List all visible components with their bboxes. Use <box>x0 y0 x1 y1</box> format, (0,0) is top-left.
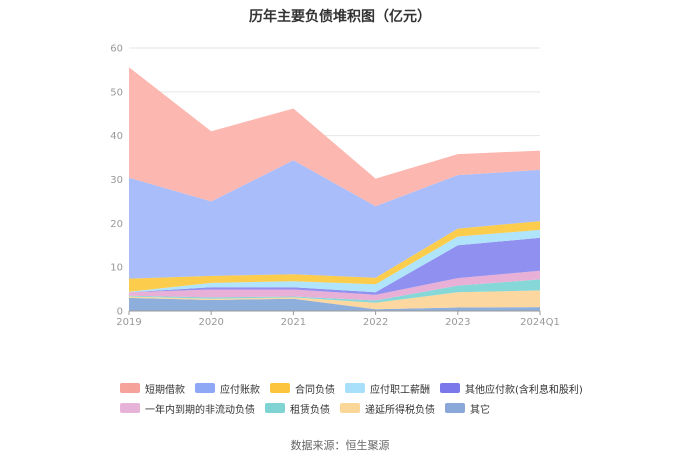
legend-item[interactable]: 其他应付款(含利息和股利) <box>440 381 583 396</box>
data-source-note: 数据来源：恒生聚源 <box>290 439 390 452</box>
legend-item[interactable]: 应付账款 <box>195 381 260 396</box>
legend-swatch <box>340 403 360 413</box>
legend-row-2: 一年内到期的非流动负债 租赁负债 递延所得税负债 其它 <box>120 398 580 418</box>
legend-label: 应付职工薪酬 <box>370 384 430 396</box>
stacked-area-chart: 0 10 20 30 40 50 60 2019 2020 2021 2022 2023 2024Q1 <box>110 44 560 329</box>
series-area <box>129 67 540 207</box>
series-area <box>129 279 540 303</box>
y-tick-label: 20 <box>110 219 123 230</box>
legend-label: 应付账款 <box>220 384 260 396</box>
y-tick-label: 10 <box>110 263 123 274</box>
chart-legend: 短期借款 应付账款 合同负债 应付职工薪酬 其他应付款(含利息和股利) 一年内到… <box>120 378 583 418</box>
legend-swatch <box>270 383 290 393</box>
x-tick-label: 2019 <box>116 317 141 328</box>
legend-swatch <box>440 383 460 393</box>
legend-swatch <box>345 383 365 393</box>
series-area <box>129 270 540 301</box>
series-area <box>129 160 540 279</box>
legend-swatch <box>265 403 285 413</box>
y-tick-label: 60 <box>110 44 123 55</box>
series-area <box>129 229 540 293</box>
legend-item[interactable]: 一年内到期的非流动负债 <box>120 401 255 416</box>
legend-swatch <box>120 383 140 393</box>
legend-label: 其他应付款(含利息和股利) <box>465 384 583 396</box>
series-area <box>129 290 540 310</box>
y-tick-label: 0 <box>117 307 123 318</box>
legend-label: 一年内到期的非流动负债 <box>145 404 255 416</box>
x-tick-label: 2024Q1 <box>520 317 560 328</box>
x-tick-label: 2023 <box>445 317 470 328</box>
legend-label: 其它 <box>470 404 490 416</box>
legend-swatch <box>445 403 465 413</box>
legend-item[interactable]: 应付职工薪酬 <box>345 381 430 396</box>
x-tick-label: 2021 <box>281 317 306 328</box>
chart-title: 历年主要负债堆积图（亿元） <box>249 9 431 25</box>
legend-item[interactable]: 短期借款 <box>120 381 185 396</box>
legend-label: 租赁负债 <box>290 404 330 416</box>
series-area <box>129 237 540 295</box>
legend-item[interactable]: 合同负债 <box>270 381 335 396</box>
legend-swatch <box>195 383 215 393</box>
series-area <box>129 297 540 311</box>
y-tick-label: 40 <box>110 131 123 142</box>
y-tick-label: 30 <box>110 175 123 186</box>
legend-item[interactable]: 租赁负债 <box>265 401 330 416</box>
legend-swatch <box>120 403 140 413</box>
legend-label: 递延所得税负债 <box>365 404 435 416</box>
y-tick-label: 50 <box>110 87 123 98</box>
x-tick-label: 2020 <box>198 317 223 328</box>
legend-row-1: 短期借款 应付账款 合同负债 应付职工薪酬 其他应付款(含利息和股利) <box>120 378 583 398</box>
legend-label: 合同负债 <box>295 384 335 396</box>
series-area <box>129 221 540 292</box>
legend-label: 短期借款 <box>145 384 185 396</box>
legend-item[interactable]: 其它 <box>445 401 490 416</box>
legend-item[interactable]: 递延所得税负债 <box>340 401 435 416</box>
x-tick-label: 2022 <box>363 317 388 328</box>
